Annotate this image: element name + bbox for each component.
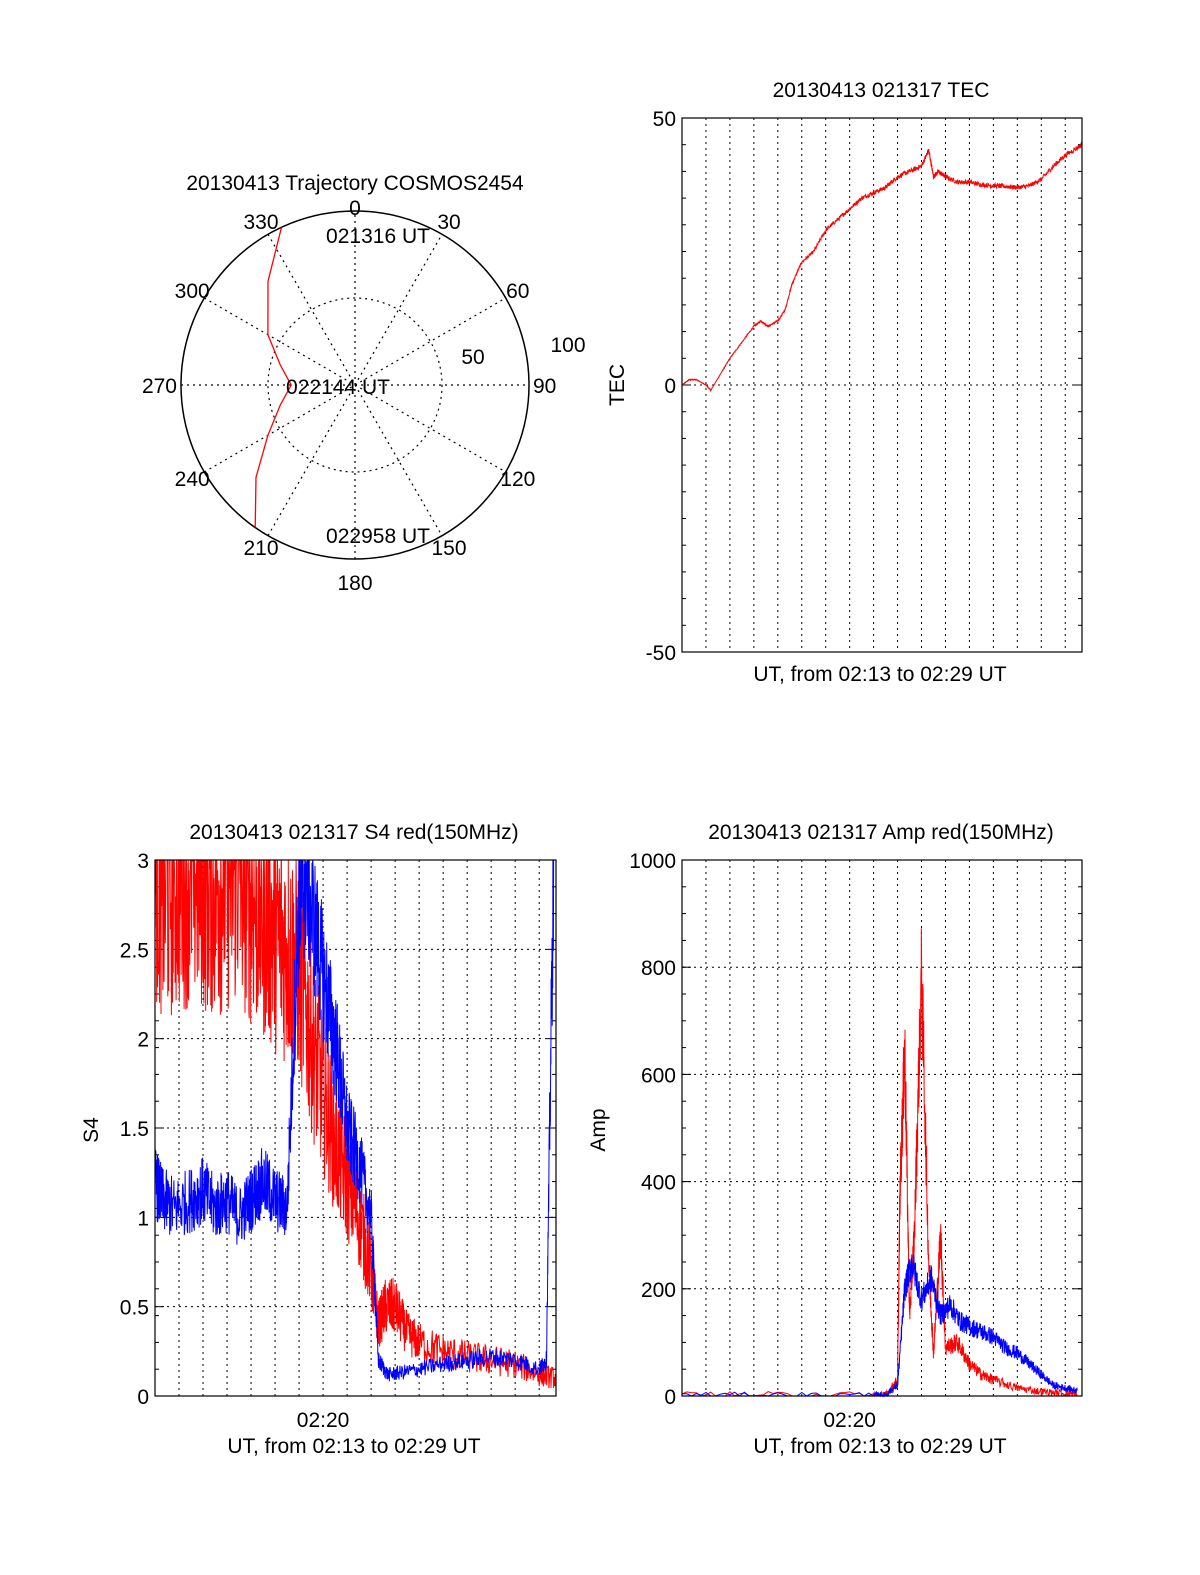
tec-chart: 20130413 021317 TEC 50 0 -50 TEC UT, from …	[606, 79, 1083, 686]
polar-grid	[180, 210, 530, 560]
polar-radial-label: 100	[550, 334, 585, 357]
amp-y-axis-label: Amp	[587, 1108, 610, 1151]
polar-azimuth-label: 180	[337, 572, 372, 595]
tec-series-red	[681, 141, 1083, 393]
polar-azimuth-label: 60	[506, 280, 529, 303]
amp-y-tick-label: 1000	[629, 850, 676, 873]
s4-y-tick-label: 0	[137, 1386, 149, 1409]
amp-y-tick-label: 600	[641, 1064, 676, 1087]
tec-y-tick-label: 50	[653, 108, 676, 131]
amp-y-tick-label: 0	[664, 1386, 676, 1409]
amp-series-red	[681, 928, 1078, 1398]
polar-time-label-end: 022958 UT	[326, 525, 430, 548]
s4-y-tick-label: 0.5	[120, 1297, 149, 1320]
amp-plot-frame	[681, 859, 1083, 1397]
amp-series	[681, 928, 1078, 1398]
polar-radial-label: 50	[461, 346, 484, 369]
trajectory-polar-chart: 20130413 Trajectory COSMOS2454 0 30 60 90 12…	[142, 172, 586, 595]
polar-azimuth-label: 270	[142, 375, 177, 398]
polar-azimuth-label: 240	[175, 468, 210, 491]
s4-chart: 20130413 021317 S4 red(150MHz) 3 2.5 2 1.5 1…	[80, 821, 557, 1458]
polar-chart-title: 20130413 Trajectory COSMOS2454	[186, 172, 524, 195]
s4-y-tick-label: 1	[137, 1207, 149, 1230]
s4-x-axis-label: UT, from 02:13 to 02:29 UT	[227, 1435, 480, 1458]
polar-spoke	[267, 234, 443, 536]
polar-azimuth-labels: 0 30 60 90 120 150 180 210 240 270 300 330	[142, 197, 556, 595]
amp-y-tick-label: 800	[641, 957, 676, 980]
tec-y-tick-labels: 50 0 -50	[646, 108, 676, 665]
polar-azimuth-label: 120	[500, 468, 535, 491]
polar-inner-circle	[267, 297, 443, 473]
tec-series	[681, 141, 1083, 393]
polar-time-label-start: 021316 UT	[326, 225, 430, 248]
polar-trajectory-line	[254, 227, 292, 528]
tec-grid	[682, 117, 1082, 653]
polar-radial-labels: 50 100	[461, 334, 585, 369]
amp-grid	[682, 859, 1082, 1397]
polar-azimuth-label: 150	[431, 537, 466, 560]
polar-azimuth-label: 0	[349, 197, 361, 220]
s4-series-blue	[154, 859, 555, 1382]
amp-x-tick-labels: 02:20	[823, 1409, 876, 1432]
amp-x-axis-label: UT, from 02:13 to 02:29 UT	[753, 1435, 1006, 1458]
s4-chart-title: 20130413 021317 S4 red(150MHz)	[189, 821, 518, 844]
s4-y-tick-label: 3	[137, 850, 149, 873]
tec-x-axis-label: UT, from 02:13 to 02:29 UT	[753, 663, 1006, 686]
amp-chart-title: 20130413 021317 Amp red(150MHz)	[708, 821, 1054, 844]
amp-y-tick-labels: 1000 800 600 400 200 0	[629, 850, 676, 1409]
tec-y-axis-label: TEC	[606, 364, 629, 406]
s4-y-tick-label: 1.5	[120, 1118, 149, 1141]
s4-x-tick-labels: 02:20	[297, 1409, 350, 1432]
polar-time-labels: 021316 UT 022144 UT 022958 UT	[286, 225, 430, 548]
polar-azimuth-label: 90	[533, 375, 556, 398]
tec-y-tick-label: 0	[664, 375, 676, 398]
amp-x-tick-label: 02:20	[823, 1409, 876, 1432]
s4-y-tick-label: 2	[137, 1029, 149, 1052]
polar-azimuth-label: 30	[437, 211, 460, 234]
polar-azimuth-label: 330	[243, 211, 278, 234]
s4-y-tick-label: 2.5	[120, 939, 149, 962]
amp-y-tick-label: 400	[641, 1172, 676, 1195]
amp-series-blue	[682, 1254, 1078, 1398]
polar-trajectory-series	[254, 227, 292, 528]
polar-azimuth-label: 210	[243, 537, 278, 560]
s4-x-tick-label: 02:20	[297, 1409, 350, 1432]
s4-y-tick-labels: 3 2.5 2 1.5 1 0.5 0	[120, 850, 149, 1409]
polar-azimuth-label: 300	[175, 280, 210, 303]
tec-plot-frame	[681, 117, 1083, 653]
s4-y-axis-label: S4	[80, 1117, 103, 1143]
tec-y-tick-label: -50	[646, 642, 676, 665]
tec-chart-title: 20130413 021317 TEC	[773, 79, 990, 102]
s4-series	[154, 859, 557, 1389]
s4-plot-frame	[154, 859, 557, 1397]
amp-chart: 20130413 021317 Amp red(150MHz) 1000 800 6…	[587, 821, 1083, 1458]
polar-time-label-mid: 022144 UT	[286, 376, 390, 399]
amp-y-tick-label: 200	[641, 1279, 676, 1302]
